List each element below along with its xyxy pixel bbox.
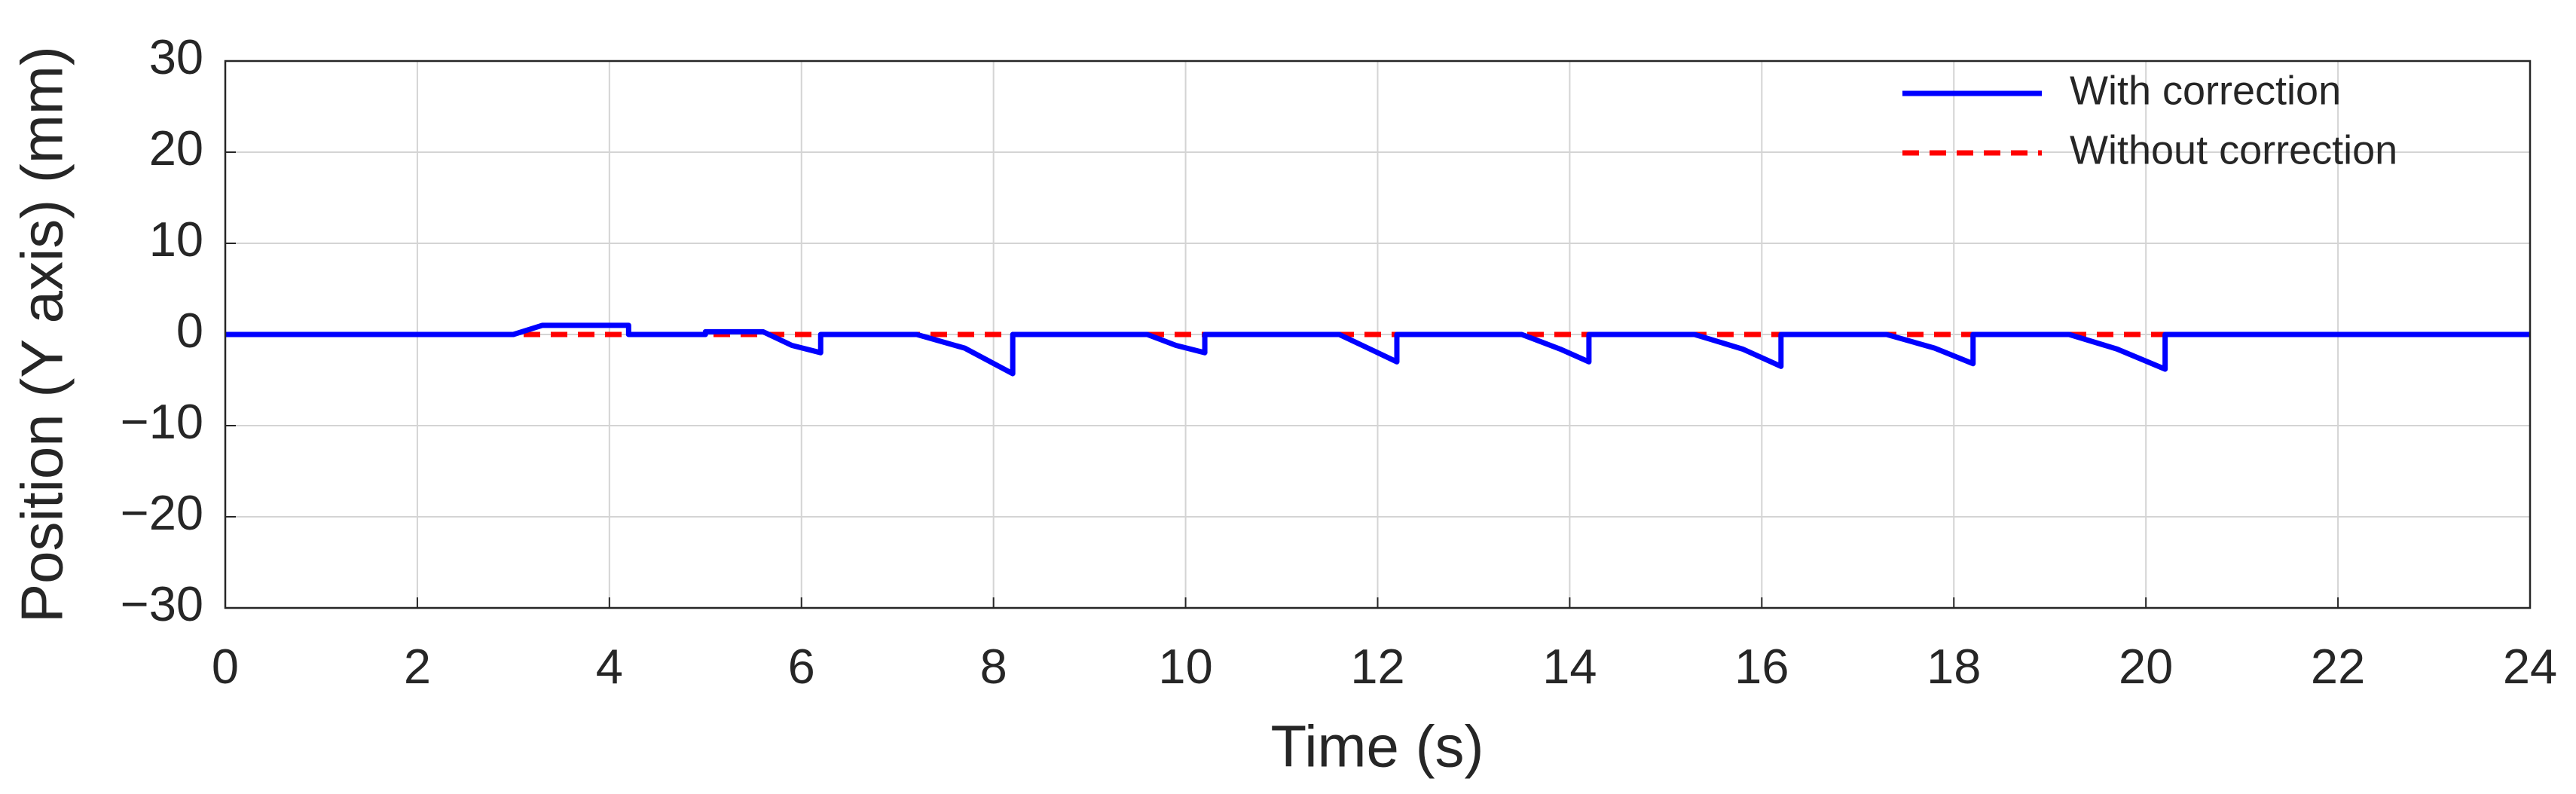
x-tick-label: 12 bbox=[1350, 639, 1404, 694]
x-tick-label: 20 bbox=[2119, 639, 2173, 694]
x-tick-label: 4 bbox=[596, 639, 623, 694]
x-axis-label: Time (s) bbox=[1270, 713, 1484, 780]
x-tick-label: 24 bbox=[2503, 639, 2557, 694]
x-tick-label: 8 bbox=[980, 639, 1007, 694]
y-axis-label: Position (Y axis) (mm) bbox=[9, 46, 75, 623]
x-tick-label: 0 bbox=[212, 639, 239, 694]
x-tick-label: 14 bbox=[1542, 639, 1597, 694]
x-tick-label: 16 bbox=[1734, 639, 1789, 694]
y-tick-label: 0 bbox=[176, 303, 203, 358]
y-tick-label: −10 bbox=[121, 394, 203, 449]
legend: With correction Without correction bbox=[1902, 68, 2397, 173]
x-tick-label: 10 bbox=[1158, 639, 1212, 694]
data-line bbox=[225, 322, 2530, 377]
x-tick-label: 22 bbox=[2311, 639, 2365, 694]
plot-lines bbox=[225, 322, 2530, 377]
y-tick-label: 30 bbox=[149, 29, 203, 84]
x-tick-label: 18 bbox=[1927, 639, 1981, 694]
y-tick-label: −30 bbox=[121, 576, 203, 631]
legend-label: Without correction bbox=[2070, 127, 2397, 173]
x-tick-label: 6 bbox=[788, 639, 815, 694]
legend-label: With correction bbox=[2070, 68, 2341, 113]
y-tick-label: −20 bbox=[121, 485, 203, 540]
axes-frame bbox=[224, 60, 2532, 609]
y-tick-label: 20 bbox=[149, 121, 203, 176]
x-tick-label: 2 bbox=[404, 639, 431, 694]
y-tick-label: 10 bbox=[149, 212, 203, 267]
